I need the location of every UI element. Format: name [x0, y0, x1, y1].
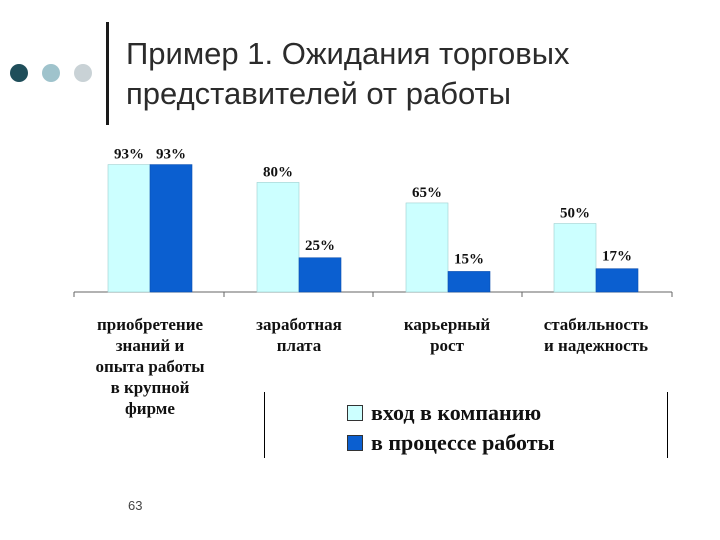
category-label-line: рост — [430, 336, 464, 355]
category-label-line: приобретение — [96, 315, 204, 334]
legend-swatch-entry — [347, 405, 363, 421]
slide-title: Пример 1. Ожидания торговых представител… — [126, 34, 706, 114]
legend-label-working: в процессе работы — [371, 430, 555, 455]
category-label-line: в крупной — [110, 378, 190, 397]
bar-entry-2 — [405, 202, 449, 293]
category-label-line: фирме — [125, 399, 175, 418]
legend-label-entry: вход в компанию — [371, 400, 542, 425]
category-label-line: плата — [276, 336, 322, 355]
category-label-line: карьерный — [403, 315, 491, 334]
decorative-dots — [10, 64, 100, 84]
category-label-3: стабильность и надежность — [521, 314, 671, 356]
data-label-working-0: 93% — [156, 147, 186, 163]
category-label-line: заработная — [256, 315, 342, 334]
category-label-1: заработная плата — [224, 314, 374, 356]
bar-entry-1 — [256, 182, 300, 293]
data-label-working-3: 17% — [602, 249, 632, 265]
category-label-0: приобретение знаний и опыта работы в крупно… — [75, 314, 225, 419]
legend-item-working: в процессе работы — [347, 430, 555, 456]
dot-1 — [10, 64, 28, 82]
slide-title-line-1: Пример 1. Ожидания торговых — [126, 36, 570, 71]
data-label-entry-1: 80% — [263, 164, 293, 180]
bar-chart: 93% 80% 65% 50% 93% 25% 15% 17% — [73, 147, 673, 297]
bar-entry-3 — [553, 223, 597, 293]
data-label-entry-3: 50% — [560, 206, 590, 222]
category-label-2: карьерный рост — [372, 314, 522, 356]
data-label-entry-0: 93% — [114, 147, 144, 163]
legend-item-entry: вход в компанию — [347, 400, 541, 426]
category-label-line: опыта работы — [95, 357, 205, 376]
data-label-working-1: 25% — [305, 238, 335, 254]
title-rule — [106, 22, 109, 125]
bar-working-3 — [595, 268, 639, 293]
data-label-entry-2: 65% — [412, 185, 442, 201]
dot-3 — [74, 64, 92, 82]
page-number: 63 — [128, 498, 143, 513]
legend: вход в компанию в процессе работы — [264, 392, 668, 458]
legend-swatch-working — [347, 435, 363, 451]
bar-working-2 — [447, 271, 491, 293]
bar-working-0 — [149, 164, 193, 293]
data-label-working-2: 15% — [454, 251, 484, 267]
bar-entry-0 — [107, 164, 151, 293]
category-label-line: и надежность — [544, 336, 648, 355]
dot-2 — [42, 64, 60, 82]
category-label-line: знаний и — [115, 336, 185, 355]
slide-title-line-2: представителей от работы — [126, 76, 512, 111]
bar-working-1 — [298, 257, 342, 293]
category-label-line: стабильность — [543, 315, 649, 334]
